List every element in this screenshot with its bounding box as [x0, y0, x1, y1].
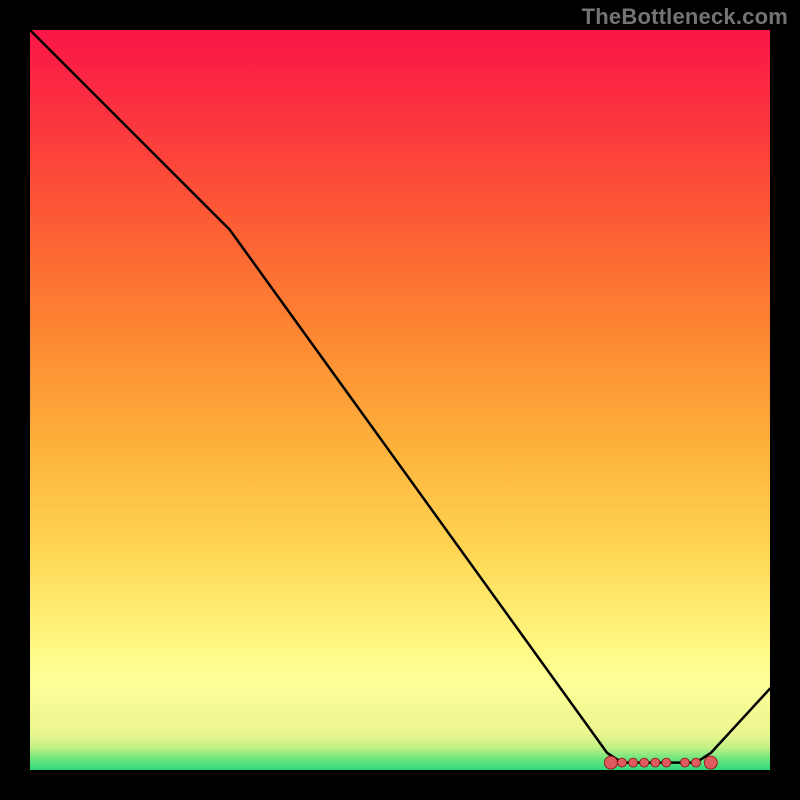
- plot-area: [30, 30, 770, 770]
- marker-point: [618, 758, 627, 767]
- marker-point: [604, 756, 617, 769]
- marker-point: [662, 758, 671, 767]
- attribution-label: TheBottleneck.com: [582, 4, 788, 30]
- marker-point: [680, 758, 689, 767]
- marker-point: [651, 758, 660, 767]
- trend-line: [30, 30, 770, 763]
- marker-point: [692, 758, 701, 767]
- line-overlay: [30, 30, 770, 770]
- chart-container: TheBottleneck.com: [0, 0, 800, 800]
- marker-point: [704, 756, 717, 769]
- marker-point: [629, 758, 638, 767]
- marker-point: [640, 758, 649, 767]
